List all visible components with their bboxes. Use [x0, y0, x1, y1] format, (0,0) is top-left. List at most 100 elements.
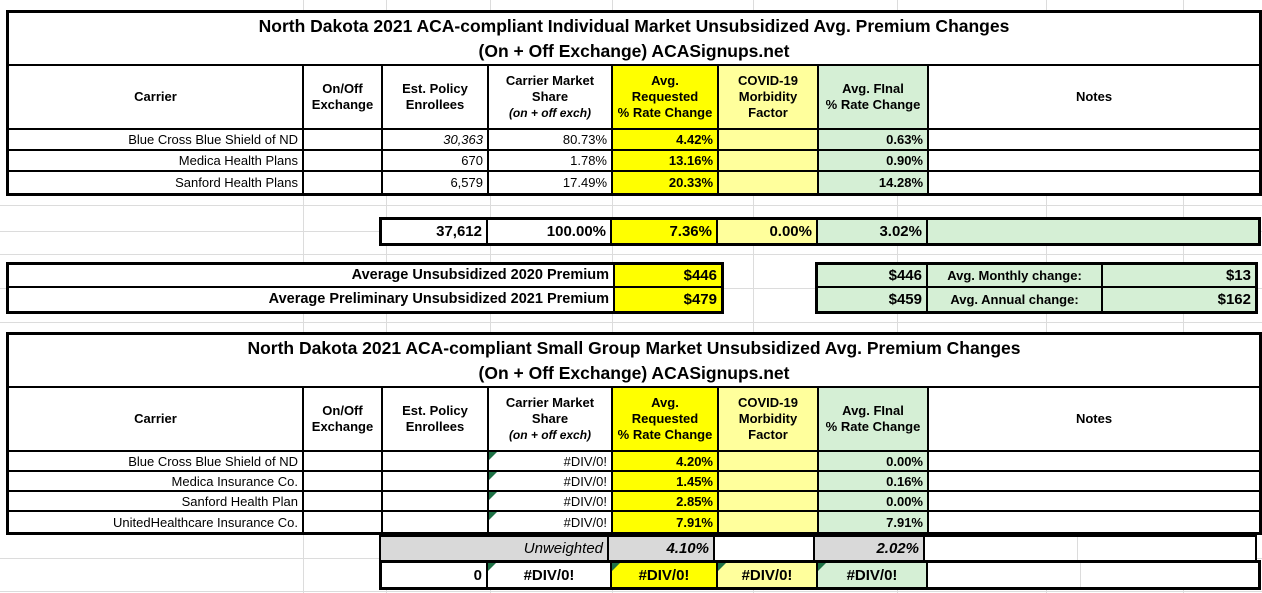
cell-enrollees[interactable] [383, 492, 489, 512]
unweighted-notes[interactable] [925, 537, 1257, 560]
header-market-share[interactable]: Carrier Market Share (on + off exch) [489, 66, 613, 130]
premium-2021-final[interactable]: $459 [818, 288, 928, 311]
cell-carrier-name[interactable]: Sanford Health Plan [9, 492, 304, 512]
cell-avg-final[interactable]: 7.91% [819, 512, 929, 532]
cell-exchange[interactable] [304, 492, 383, 512]
cell-avg-requested[interactable]: 20.33% [613, 172, 719, 193]
cell-market-share[interactable]: #DIV/0! [489, 452, 613, 472]
premium-2020-requested[interactable]: $446 [615, 265, 721, 288]
cell-covid-factor[interactable] [719, 130, 819, 151]
cell-avg-requested[interactable]: 4.20% [613, 452, 719, 472]
premium-2021-requested[interactable]: $479 [615, 288, 721, 311]
header-notes[interactable]: Notes [929, 388, 1259, 452]
cell-exchange[interactable] [304, 151, 383, 172]
cell-carrier-name[interactable]: Blue Cross Blue Shield of ND [9, 452, 304, 472]
cell-exchange[interactable] [304, 452, 383, 472]
cell-avg-final[interactable]: 14.28% [819, 172, 929, 193]
cell-total-notes[interactable] [928, 563, 1258, 587]
unweighted-requested[interactable]: 4.10% [609, 537, 715, 560]
cell-exchange[interactable] [304, 512, 383, 532]
header-exchange[interactable]: On/Off Exchange [304, 66, 383, 130]
cell-covid-factor[interactable] [719, 172, 819, 193]
cell-market-share[interactable]: 80.73% [489, 130, 613, 151]
cell-market-share[interactable]: 17.49% [489, 172, 613, 193]
unweighted-label[interactable]: Unweighted [379, 537, 609, 560]
header-exchange[interactable]: On/Off Exchange [304, 388, 383, 452]
cell-total-final[interactable]: 3.02% [818, 220, 928, 243]
cell-exchange[interactable] [304, 172, 383, 193]
cell-avg-requested[interactable]: 13.16% [613, 151, 719, 172]
cell-avg-requested[interactable]: 4.42% [613, 130, 719, 151]
cell-notes[interactable] [929, 492, 1259, 512]
cell-market-share[interactable]: #DIV/0! [489, 512, 613, 532]
cell-total-enrollees[interactable]: 0 [382, 563, 488, 587]
header-carrier[interactable]: Carrier [9, 388, 304, 452]
cell-market-share[interactable]: 1.78% [489, 151, 613, 172]
header-covid-factor[interactable]: COVID-19 Morbidity Factor [719, 66, 819, 130]
cell-carrier-name[interactable]: Blue Cross Blue Shield of ND [9, 130, 304, 151]
unweighted-final[interactable]: 2.02% [815, 537, 925, 560]
cell-total-requested[interactable]: #DIV/0! [612, 563, 718, 587]
cell-total-share[interactable]: #DIV/0! [488, 563, 612, 587]
cell-avg-requested[interactable]: 2.85% [613, 492, 719, 512]
cell-avg-final[interactable]: 0.63% [819, 130, 929, 151]
premium-2020-final[interactable]: $446 [818, 265, 928, 288]
cell-notes[interactable] [929, 452, 1259, 472]
cell-covid-factor[interactable] [719, 151, 819, 172]
cell-enrollees[interactable]: 670 [383, 151, 489, 172]
premium-2021-label[interactable]: Average Preliminary Unsubsidized 2021 Pr… [9, 288, 615, 311]
cell-exchange[interactable] [304, 130, 383, 151]
cell-notes[interactable] [929, 172, 1259, 193]
cell-total-notes[interactable] [928, 220, 1258, 243]
header-carrier[interactable]: Carrier [9, 66, 304, 130]
cell-avg-final[interactable]: 0.00% [819, 492, 929, 512]
cell-notes[interactable] [929, 151, 1259, 172]
cell-covid-factor[interactable] [719, 512, 819, 532]
cell-avg-requested[interactable]: 1.45% [613, 472, 719, 492]
cell-total-final[interactable]: #DIV/0! [818, 563, 928, 587]
cell-avg-final[interactable]: 0.16% [819, 472, 929, 492]
annual-change-value[interactable]: $162 [1103, 288, 1255, 311]
table-title-cell[interactable]: North Dakota 2021 ACA-compliant Small Gr… [9, 335, 1259, 388]
cell-total-share[interactable]: 100.00% [488, 220, 612, 243]
cell-carrier-name[interactable]: Medica Insurance Co. [9, 472, 304, 492]
cell-enrollees[interactable] [383, 512, 489, 532]
cell-exchange[interactable] [304, 472, 383, 492]
header-covid-factor[interactable]: COVID-19 Morbidity Factor [719, 388, 819, 452]
header-market-share[interactable]: Carrier Market Share (on + off exch) [489, 388, 613, 452]
header-enrollees[interactable]: Est. Policy Enrollees [383, 66, 489, 130]
unweighted-covid[interactable] [715, 537, 815, 560]
annual-change-label[interactable]: Avg. Annual change: [928, 288, 1103, 311]
header-avg-final[interactable]: Avg. FInal% Rate Change [819, 388, 929, 452]
header-avg-requested[interactable]: Avg. Requested% Rate Change [613, 388, 719, 452]
header-notes[interactable]: Notes [929, 66, 1259, 130]
table-title-cell[interactable]: North Dakota 2021 ACA-compliant Individu… [9, 13, 1259, 66]
cell-enrollees[interactable] [383, 452, 489, 472]
cell-notes[interactable] [929, 472, 1259, 492]
cell-market-share[interactable]: #DIV/0! [489, 492, 613, 512]
cell-covid-factor[interactable] [719, 452, 819, 472]
cell-notes[interactable] [929, 512, 1259, 532]
cell-carrier-name[interactable]: UnitedHealthcare Insurance Co. [9, 512, 304, 532]
cell-avg-final[interactable]: 0.00% [819, 452, 929, 472]
monthly-change-value[interactable]: $13 [1103, 265, 1255, 288]
premium-2020-label[interactable]: Average Unsubsidized 2020 Premium [9, 265, 615, 288]
cell-total-covid[interactable]: 0.00% [718, 220, 818, 243]
cell-covid-factor[interactable] [719, 492, 819, 512]
cell-total-enrollees[interactable]: 37,612 [382, 220, 488, 243]
header-avg-final[interactable]: Avg. FInal% Rate Change [819, 66, 929, 130]
cell-enrollees[interactable]: 30,363 [383, 130, 489, 151]
cell-total-requested[interactable]: 7.36% [612, 220, 718, 243]
monthly-change-label[interactable]: Avg. Monthly change: [928, 265, 1103, 288]
cell-enrollees[interactable]: 6,579 [383, 172, 489, 193]
header-enrollees[interactable]: Est. Policy Enrollees [383, 388, 489, 452]
cell-market-share[interactable]: #DIV/0! [489, 472, 613, 492]
cell-notes[interactable] [929, 130, 1259, 151]
cell-total-covid[interactable]: #DIV/0! [718, 563, 818, 587]
cell-enrollees[interactable] [383, 472, 489, 492]
cell-avg-final[interactable]: 0.90% [819, 151, 929, 172]
cell-avg-requested[interactable]: 7.91% [613, 512, 719, 532]
cell-covid-factor[interactable] [719, 472, 819, 492]
cell-carrier-name[interactable]: Medica Health Plans [9, 151, 304, 172]
header-avg-requested[interactable]: Avg. Requested% Rate Change [613, 66, 719, 130]
